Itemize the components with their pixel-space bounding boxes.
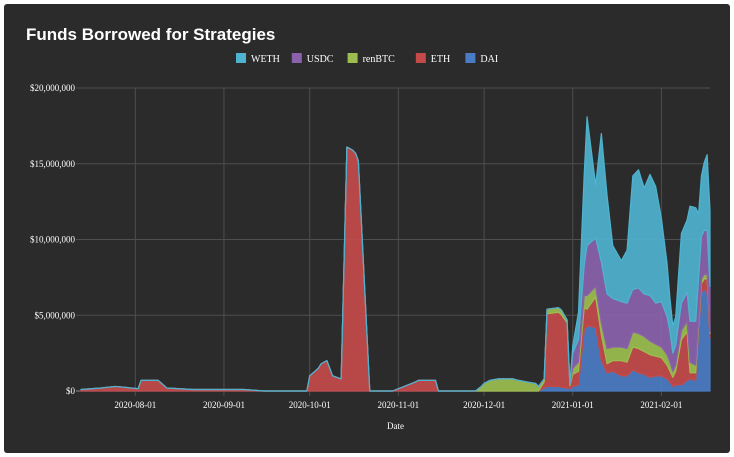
x-tick-label: 2020-08-01 [114,400,156,410]
x-tick-label: 2020-12-01 [463,400,505,410]
legend-label-dai: DAI [480,54,498,65]
legend-swatch-weth [236,53,246,63]
legend-label-renbtc: renBTC [363,54,396,65]
y-tick-label: $15,000,000 [30,159,76,169]
y-tick-label: $10,000,000 [30,235,76,245]
chart-panel: Funds Borrowed for Strategies $0 $5,000,0… [4,4,730,453]
x-tick-label: 2020-10-01 [289,400,331,410]
chart-title: Funds Borrowed for Strategies [26,25,276,44]
legend-label-usdc: USDC [307,54,334,65]
legend-swatch-dai [465,53,476,63]
x-axis-label: Date [387,421,404,431]
legend-swatch-eth [415,53,426,63]
y-tick-label: $5,000,000 [35,310,76,320]
x-tick-label: 2020-09-01 [203,400,245,410]
legend-swatch-usdc [291,53,302,63]
y-tick-label: $20,000,000 [30,83,76,93]
x-tick-label: 2021-01-01 [552,400,594,410]
legend-swatch-renbtc [347,53,358,63]
chart-svg: $0 $5,000,000 $10,000,000 $15,000,000 $20,00… [30,53,711,431]
series-area-weth [80,116,711,392]
legend-label-weth: WETH [251,54,280,65]
x-tick-label: 2021-02-01 [640,400,682,410]
y-tick-label: $0 [66,386,76,396]
x-tick-label: 2020-11-01 [378,400,420,410]
legend-label-eth: ETH [431,54,450,65]
